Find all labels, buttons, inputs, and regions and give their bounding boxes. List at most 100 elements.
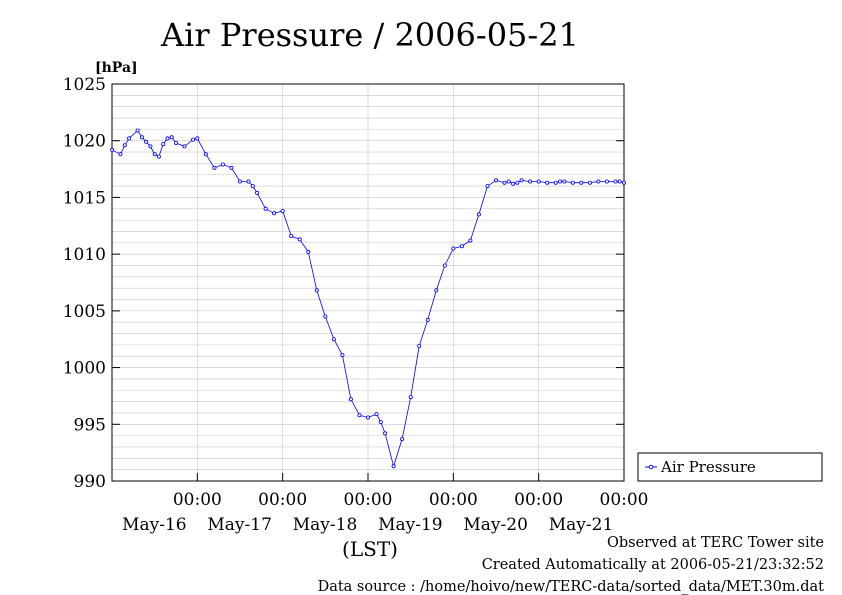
x-tick-date: May-19	[378, 515, 443, 535]
data-point	[289, 233, 294, 238]
x-axis: 00:00 May-16 00:00 May-17 00:00 May-18 00:00 Ma…	[122, 473, 649, 535]
x-axis-label: (LST)	[342, 537, 398, 561]
y-tick-label: 990	[74, 472, 106, 492]
footer-observed: Observed at TERC Tower site	[606, 535, 824, 551]
data-point	[485, 184, 490, 189]
data-point	[596, 179, 601, 184]
legend-label: Air Pressure	[660, 458, 756, 476]
data-point	[468, 238, 473, 243]
y-tick-label: 1020	[63, 132, 106, 152]
series-air-pressure	[110, 128, 627, 469]
chart-title: Air Pressure / 2006-05-21	[160, 16, 579, 54]
data-point	[195, 136, 200, 141]
footer-created: Created Automatically at 2006-05-21/23:3…	[481, 557, 824, 573]
data-point	[340, 353, 345, 358]
data-point	[148, 144, 153, 149]
data-point	[122, 143, 127, 148]
data-point	[263, 206, 268, 211]
x-tick-time: 00:00	[514, 490, 563, 510]
y-tick-label: 1005	[63, 302, 106, 322]
data-point	[280, 208, 285, 213]
data-point	[434, 288, 439, 293]
y-tick-label: 995	[74, 415, 106, 435]
data-point	[417, 343, 422, 348]
data-point	[545, 180, 550, 185]
y-tick-label: 1000	[63, 359, 106, 379]
data-point	[511, 181, 516, 186]
data-point	[400, 436, 405, 441]
data-point	[297, 237, 302, 242]
data-point	[493, 178, 498, 183]
data-point	[173, 140, 178, 145]
data-point	[165, 136, 170, 141]
data-point	[144, 139, 149, 144]
data-point	[135, 128, 140, 133]
grid	[112, 84, 624, 481]
data-point	[306, 249, 311, 254]
data-point	[152, 152, 157, 157]
data-point	[562, 179, 567, 184]
data-point	[246, 179, 251, 184]
data-point	[451, 246, 456, 251]
data-point	[118, 152, 123, 157]
data-point	[255, 190, 260, 195]
data-point	[613, 179, 618, 184]
legend-marker-swatch	[648, 464, 654, 470]
data-point	[182, 144, 187, 149]
data-point	[348, 397, 353, 402]
data-point	[587, 180, 592, 185]
x-tick-time: 00:00	[258, 490, 307, 510]
x-tick-time: 00:00	[344, 490, 393, 510]
data-point	[515, 180, 520, 185]
data-point	[425, 317, 430, 322]
data-point	[229, 165, 234, 170]
data-point	[323, 314, 328, 319]
data-point	[237, 179, 242, 184]
x-tick-date: May-21	[549, 515, 614, 535]
data-point	[502, 180, 507, 185]
data-point	[558, 179, 563, 184]
legend: Air Pressure	[637, 452, 823, 482]
data-point	[220, 162, 225, 167]
y-axis: 990 995 1000 1005 1010 1015 1020 1025	[63, 75, 624, 492]
data-point	[191, 137, 196, 142]
y-tick-label: 1015	[63, 188, 106, 208]
y-axis-unit: [hPa]	[95, 60, 138, 76]
x-tick-date: May-20	[463, 515, 528, 535]
data-point	[506, 179, 511, 184]
data-point	[519, 178, 524, 183]
data-point	[169, 135, 174, 140]
data-point	[139, 135, 144, 140]
data-point	[570, 180, 575, 185]
y-tick-label: 1025	[63, 75, 106, 95]
data-point	[536, 179, 541, 184]
x-tick-date: May-17	[207, 515, 272, 535]
data-point	[161, 142, 166, 147]
footer-source: Data source : /home/hoivo/new/TERC-data/…	[317, 579, 824, 595]
data-point	[127, 136, 132, 141]
data-point	[314, 288, 319, 293]
data-point	[250, 184, 255, 189]
data-point	[110, 147, 115, 152]
data-point	[357, 413, 362, 418]
x-tick-time: 00:00	[173, 490, 222, 510]
data-point	[156, 154, 161, 159]
data-point	[272, 211, 277, 216]
x-tick-time: 00:00	[429, 490, 478, 510]
data-point	[365, 415, 370, 420]
data-point	[212, 165, 217, 170]
data-point	[391, 464, 396, 469]
x-tick-date: May-16	[122, 515, 187, 535]
data-point	[617, 179, 622, 184]
data-point	[459, 244, 464, 249]
data-point	[553, 180, 558, 185]
x-tick-date: May-18	[293, 515, 358, 535]
data-point	[528, 179, 533, 184]
data-point	[383, 431, 388, 436]
data-point	[203, 152, 208, 157]
data-point	[374, 412, 379, 417]
x-tick-time: 00:00	[600, 490, 649, 510]
data-point	[408, 395, 413, 400]
data-point	[579, 180, 584, 185]
